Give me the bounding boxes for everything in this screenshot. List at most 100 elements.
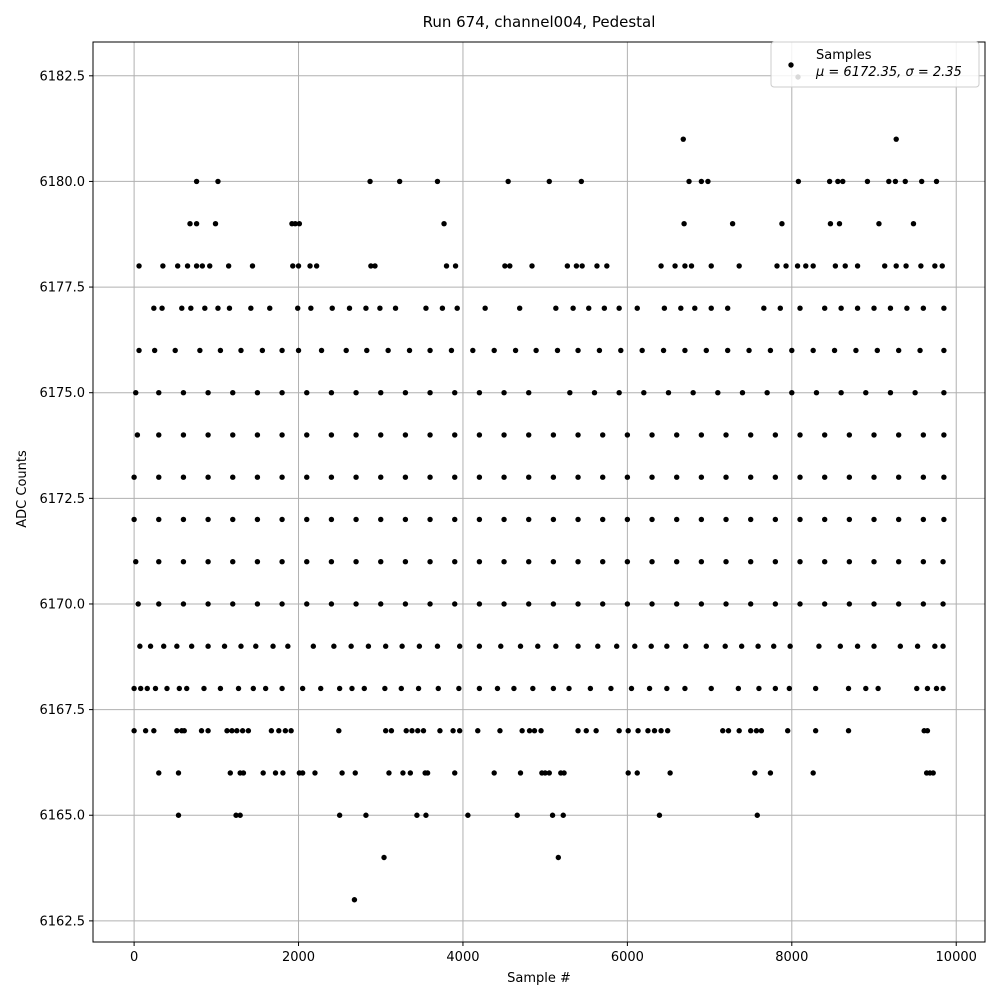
data-point	[550, 601, 557, 607]
data-point	[772, 516, 779, 523]
data-point	[932, 643, 938, 649]
data-point	[738, 643, 745, 649]
data-point	[378, 559, 384, 565]
data-point	[641, 390, 647, 396]
data-point	[434, 643, 441, 649]
data-point	[353, 559, 359, 565]
data-point	[735, 685, 742, 692]
data-point	[476, 685, 483, 692]
data-point	[575, 347, 581, 354]
data-point	[618, 347, 624, 354]
data-point	[887, 305, 894, 311]
data-point	[863, 390, 869, 396]
data-point	[835, 178, 841, 185]
legend-entry-samples: Samples	[816, 48, 872, 63]
data-point	[723, 559, 729, 565]
data-point	[250, 685, 257, 692]
data-point	[176, 685, 183, 692]
data-point	[648, 643, 654, 649]
data-point	[708, 685, 714, 692]
data-point	[715, 390, 721, 396]
data-point	[378, 432, 384, 438]
data-point	[810, 770, 816, 776]
data-point	[174, 263, 181, 269]
data-point	[575, 516, 581, 523]
data-point	[895, 432, 902, 438]
data-point	[237, 812, 243, 818]
data-point	[635, 728, 641, 734]
data-point	[414, 812, 420, 818]
data-point	[230, 559, 236, 565]
data-point	[678, 305, 684, 311]
data-point	[511, 685, 517, 692]
data-point	[402, 516, 409, 523]
data-point	[573, 263, 580, 269]
data-point	[378, 474, 384, 480]
data-point	[415, 728, 421, 734]
data-point	[535, 643, 541, 649]
data-point	[470, 347, 476, 354]
data-point	[279, 601, 285, 607]
data-point	[448, 347, 455, 354]
data-point	[136, 347, 142, 354]
data-point	[382, 643, 389, 649]
data-point	[179, 305, 185, 311]
x-tick-label: 8000	[775, 950, 808, 965]
data-point	[205, 559, 211, 565]
data-point	[772, 685, 779, 692]
data-point	[555, 854, 562, 861]
x-axis-ticks: 0 2000 4000 6000 8000 10000	[130, 942, 977, 965]
data-point	[531, 728, 538, 734]
data-point	[175, 812, 182, 818]
data-point	[137, 685, 144, 692]
data-point	[174, 728, 180, 734]
data-point	[882, 263, 888, 269]
data-point	[348, 643, 354, 649]
data-point	[698, 516, 705, 523]
data-point	[156, 516, 162, 523]
data-point	[786, 685, 793, 692]
data-point	[583, 728, 589, 734]
data-point	[197, 347, 203, 354]
data-point	[193, 178, 200, 185]
data-point	[930, 770, 936, 776]
data-point	[199, 263, 206, 269]
data-point	[329, 305, 335, 311]
data-point	[259, 347, 266, 354]
data-point	[871, 559, 877, 565]
data-point	[363, 812, 369, 818]
data-point	[920, 432, 927, 438]
data-point	[400, 770, 406, 776]
data-point	[756, 685, 762, 692]
x-tick-label: 2000	[282, 950, 315, 965]
data-point	[797, 559, 803, 565]
data-point	[180, 432, 187, 438]
data-point	[456, 685, 462, 692]
data-point	[616, 305, 622, 311]
data-point	[736, 728, 742, 734]
data-point	[747, 601, 754, 607]
y-tick-label: 6175.0	[40, 386, 86, 401]
data-point	[725, 728, 732, 734]
data-point	[415, 685, 422, 692]
data-point	[304, 432, 310, 438]
data-point	[821, 559, 828, 565]
data-point	[452, 770, 458, 776]
data-point	[248, 305, 254, 311]
data-point	[797, 305, 803, 311]
data-point	[147, 643, 154, 649]
data-point	[546, 178, 552, 185]
data-point	[507, 263, 513, 269]
data-point	[723, 432, 729, 438]
data-point	[230, 474, 236, 480]
data-point	[645, 728, 651, 734]
data-point	[172, 347, 178, 354]
data-point	[353, 601, 359, 607]
data-point	[754, 812, 760, 818]
data-point	[377, 305, 383, 311]
data-point	[575, 432, 581, 438]
data-point	[703, 347, 710, 354]
data-point	[133, 390, 139, 396]
data-point	[180, 516, 187, 523]
data-point	[601, 305, 608, 311]
